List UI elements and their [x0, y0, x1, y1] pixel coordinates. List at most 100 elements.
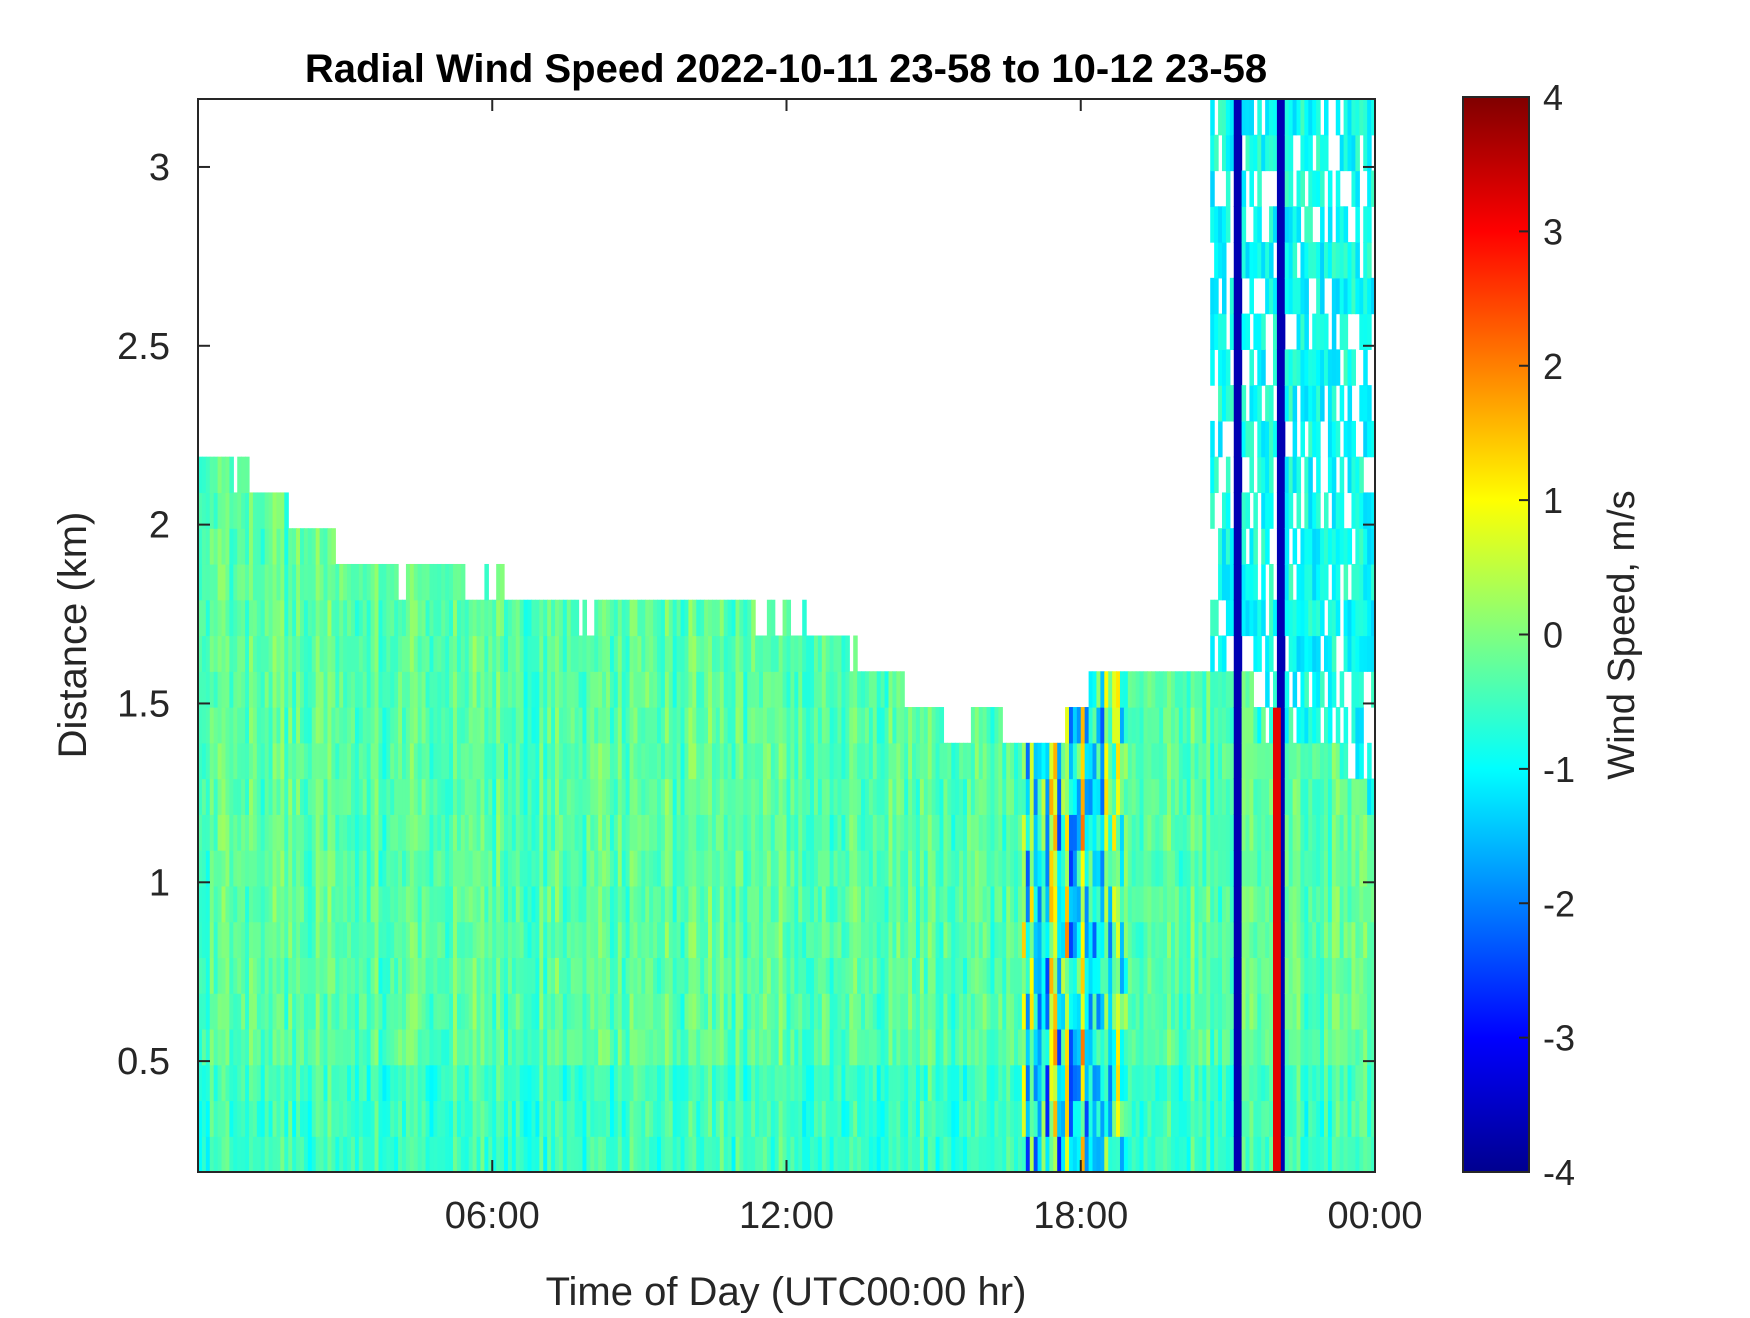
heatmap-cell [1269, 921, 1274, 958]
heatmap-cell [888, 1028, 894, 1066]
heatmap-cell [327, 707, 332, 744]
heatmap-cell [1057, 778, 1062, 815]
heatmap-cell [221, 778, 227, 815]
heatmap-cell [1084, 885, 1090, 923]
heatmap-cell [241, 742, 246, 780]
heatmap-cell [880, 957, 886, 994]
heatmap-cell [880, 742, 886, 780]
heatmap-cell [1269, 635, 1274, 672]
heatmap-cell [480, 921, 485, 958]
heatmap-cell [205, 456, 211, 494]
heatmap-cell [1237, 850, 1243, 887]
heatmap-cell [1300, 921, 1305, 958]
heatmap-cell [1119, 707, 1125, 744]
heatmap-cell [927, 707, 933, 744]
heatmap-cell [1355, 206, 1360, 243]
heatmap-cell [562, 1064, 568, 1102]
heatmap-cell [1347, 1028, 1353, 1066]
heatmap-cell [1218, 1064, 1223, 1102]
heatmap-cell [919, 1136, 925, 1172]
heatmap-cell [307, 742, 313, 780]
heatmap-cell [307, 814, 313, 851]
heatmap-cell [817, 1028, 823, 1066]
heatmap-cell [1190, 885, 1196, 923]
heatmap-cell [1296, 1064, 1302, 1102]
heatmap-cell [398, 814, 403, 851]
heatmap-cell [578, 1136, 584, 1172]
heatmap-cell [1131, 885, 1137, 923]
heatmap-cell [813, 778, 819, 815]
heatmap-cell [1010, 885, 1015, 923]
heatmap-cell [998, 1100, 1003, 1137]
heatmap-cell [1359, 456, 1364, 494]
heatmap-cell [668, 1100, 674, 1137]
heatmap-cell [1225, 957, 1231, 994]
heatmap-cell [731, 885, 737, 923]
heatmap-cell [900, 1028, 905, 1066]
heatmap-cell [347, 1100, 352, 1137]
heatmap-cell [1076, 814, 1082, 851]
heatmap-cell [606, 850, 611, 887]
heatmap-cell [201, 885, 207, 923]
heatmap-cell [1237, 277, 1243, 315]
heatmap-cell [460, 1028, 466, 1066]
heatmap-cell [1147, 707, 1152, 744]
heatmap-cell [1221, 1028, 1227, 1066]
heatmap-cell [468, 742, 474, 780]
heatmap-cell [1147, 921, 1152, 958]
heatmap-cell [531, 599, 536, 637]
heatmap-cell [245, 1100, 250, 1137]
heatmap-cell [464, 599, 470, 637]
heatmap-cell [1335, 850, 1341, 887]
heatmap-cell [802, 671, 807, 708]
heatmap-cell [453, 635, 458, 672]
heatmap-cell [1296, 1136, 1302, 1172]
heatmap-cell [311, 814, 317, 851]
heatmap-cell [425, 635, 431, 672]
heatmap-cell [668, 671, 674, 708]
heatmap-cell [555, 1136, 560, 1172]
heatmap-cell [829, 885, 835, 923]
heatmap-cell [1308, 885, 1313, 923]
heatmap-cell [496, 599, 501, 637]
heatmap-cell [731, 1100, 737, 1137]
heatmap-cell [386, 885, 391, 923]
heatmap-cell [1327, 885, 1333, 923]
heatmap-cell [657, 1028, 662, 1066]
heatmap-cell [908, 850, 913, 887]
heatmap-cell [621, 921, 627, 958]
heatmap-cell [825, 1100, 831, 1137]
heatmap-cell [276, 707, 281, 744]
heatmap-cell [507, 1136, 513, 1172]
heatmap-cell [1261, 492, 1266, 529]
heatmap-cell [692, 921, 697, 958]
heatmap-cell [1237, 170, 1243, 207]
heatmap-cell [1218, 313, 1223, 350]
heatmap-cell [1269, 814, 1274, 851]
heatmap-cell [233, 993, 238, 1030]
heatmap-cell [276, 1136, 281, 1172]
heatmap-cell [551, 1100, 556, 1137]
heatmap-cell [217, 850, 223, 887]
heatmap-cell [700, 957, 705, 994]
heatmap-cell [802, 778, 807, 815]
heatmap-cell [1065, 921, 1070, 958]
heatmap-cell [1139, 1100, 1145, 1137]
heatmap-cell [547, 778, 552, 815]
heatmap-cell [198, 635, 203, 672]
heatmap-cell [1237, 1136, 1243, 1172]
heatmap-cell [1288, 742, 1294, 780]
heatmap-cell [566, 635, 572, 672]
heatmap-cell [1253, 921, 1258, 958]
heatmap-cell [1092, 885, 1098, 923]
heatmap-cell [1324, 707, 1329, 744]
heatmap-cell [1068, 921, 1074, 958]
heatmap-cell [853, 671, 858, 708]
heatmap-cell [358, 814, 364, 851]
heatmap-cell [747, 814, 752, 851]
heatmap-cell [1194, 1064, 1200, 1102]
heatmap-cell [241, 635, 246, 672]
heatmap-cell [657, 850, 662, 887]
heatmap-cell [323, 1064, 329, 1102]
heatmap-cell [488, 1100, 493, 1137]
